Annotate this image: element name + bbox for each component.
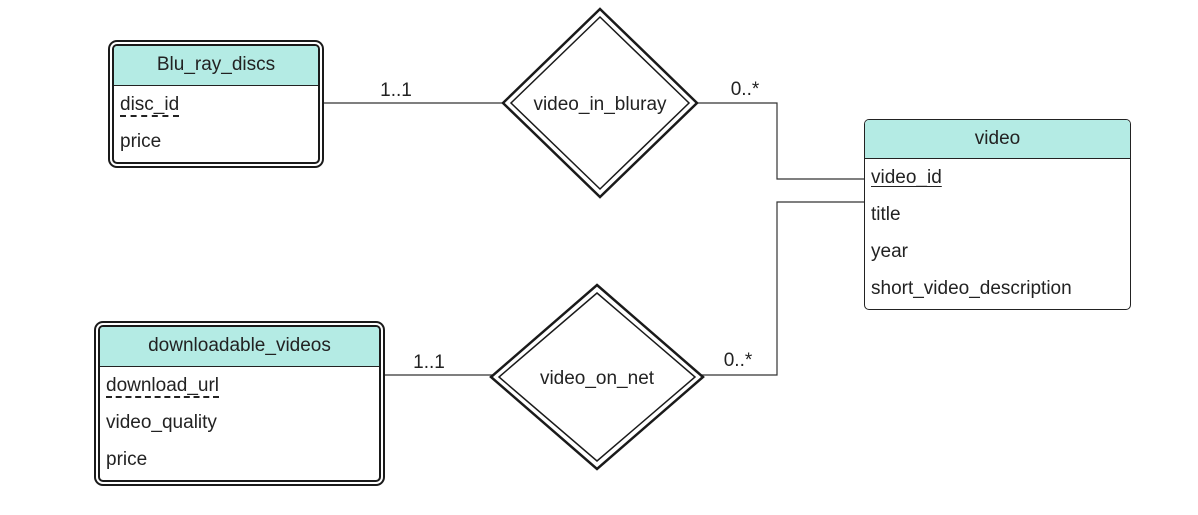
attribute-disc-id: disc_id — [120, 94, 180, 115]
attribute-price: price — [120, 131, 162, 152]
relationship-video-on-net: video_on_net — [489, 283, 705, 471]
entity-downloadable-videos-title: downloadable_videos — [100, 327, 379, 367]
cardinality-download-side: 1..1 — [413, 352, 445, 373]
attribute-short-video-description: short_video_description — [871, 278, 1072, 299]
connector-video-on-net-to-video — [697, 201, 866, 376]
attribute-title: title — [871, 204, 901, 225]
cardinality-video-side-net: 0..* — [724, 350, 753, 371]
attribute-price: price — [106, 449, 148, 470]
attribute-video-quality: video_quality — [106, 412, 217, 433]
entity-downloadable-videos: downloadable_videos download_url video_q… — [98, 325, 381, 482]
connector-video-in-bluray-to-video — [690, 102, 866, 180]
relationship-video-on-net-label: video_on_net — [540, 368, 655, 389]
cardinality-bluray-side: 1..1 — [380, 80, 412, 101]
relationship-video-in-bluray: video_in_bluray — [501, 7, 699, 199]
entity-video: video video_id title year short_video_de… — [864, 119, 1131, 310]
entity-blu-ray-discs-title: Blu_ray_discs — [114, 46, 318, 86]
attribute-download-url: download_url — [106, 375, 220, 396]
relationship-video-in-bluray-label: video_in_bluray — [533, 94, 667, 115]
attribute-video-id: video_id — [871, 167, 942, 188]
entity-blu-ray-discs: Blu_ray_discs disc_id price — [112, 44, 320, 164]
entity-video-title: video — [865, 120, 1130, 159]
cardinality-video-side-bluray: 0..* — [731, 79, 760, 100]
attribute-year: year — [871, 241, 908, 262]
